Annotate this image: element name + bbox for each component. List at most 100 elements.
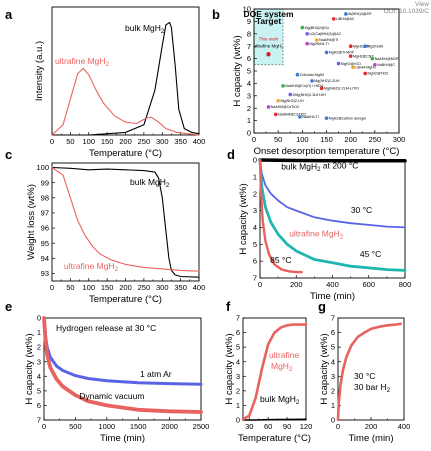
scatter-point-label-19: 2Mg(NH2)2-3LiH-KH [293, 93, 327, 97]
series-line-g-0 [336, 322, 402, 422]
scatter-point-4 [315, 38, 319, 42]
scatter-point-label-17: Mg(NH2)2-2LiH-LiTiO [324, 87, 359, 91]
panel-label-f: f [226, 299, 231, 314]
x-tick-label-e-1: 500 [69, 422, 82, 431]
y-tick-label-b-9: 9 [247, 17, 251, 26]
x-tick-label-g-2: 400 [398, 422, 411, 431]
y-tick-label-b-2: 2 [247, 104, 251, 113]
panel-label-d: d [227, 147, 235, 162]
scatter-point-24 [324, 116, 329, 120]
y-tick-label-f-3: 3 [236, 372, 240, 381]
scatter-point-15 [295, 72, 300, 77]
y-tick-label-f-7: 7 [236, 314, 240, 323]
scatter-point-label-20: Mg(NH2)2-LiH [280, 99, 304, 103]
y-tick-label-e-2: 2 [37, 343, 41, 352]
series-line-d-0 [258, 158, 407, 163]
scatter-point-1 [331, 17, 336, 21]
scatter-point-19 [288, 92, 293, 97]
plot-frame-g [337, 317, 405, 421]
annotation-f-bulk: bulk MgH2 [260, 394, 300, 406]
scatter-point-label-23: NaAlH4-Ti [302, 115, 319, 119]
y-tick-label-b-4: 4 [247, 79, 251, 88]
x-axis-label-c: Temperature (°C) [89, 294, 162, 305]
y-tick-label-g-4: 4 [331, 357, 335, 366]
x-tick-label-e-3: 1500 [130, 422, 147, 431]
scatter-point-label-0: Al(BH4)3@ZIF [348, 12, 372, 16]
y-tick-label-b-1: 1 [247, 116, 251, 125]
x-tick-label-c-1: 50 [66, 283, 74, 292]
doi-line-1: View [415, 1, 429, 8]
annotation-f-ultrafine-1: ultrafine [269, 350, 300, 360]
y-tick-label-f-2: 2 [236, 386, 240, 395]
scatter-point-label-24: MgH2@carbon aerogel [329, 116, 366, 120]
scatter-point-8 [324, 50, 329, 55]
scatter-point-7 [363, 44, 367, 48]
y-tick-label-c-3: 96 [41, 224, 49, 233]
y-tick-label-f-5: 5 [236, 343, 240, 352]
y-tick-label-c-1: 94 [41, 254, 49, 263]
y-tick-label-b-8: 8 [247, 29, 251, 38]
panel-d: 0 200 400 600 800 0 1 2 3 4 5 6 7 Time (min) H capacit… [227, 147, 411, 302]
doe-target-label-1: DOE system [243, 9, 294, 19]
x-axis-label-d: Time (min) [310, 291, 355, 302]
series-line-c-0 [51, 166, 200, 278]
panel-label-b: b [212, 7, 220, 22]
scatter-point-6 [348, 44, 353, 48]
y-tick-label-e-5: 5 [37, 386, 41, 395]
x-tick-label-c-5: 250 [138, 283, 151, 292]
scatter-point-5 [305, 41, 309, 46]
scatter-point-16 [310, 79, 314, 83]
x-tick-label-f-3: 120 [300, 422, 313, 431]
scatter-point-label-8: MgH2@Ti-MOF [329, 51, 355, 55]
series-line-f-0 [242, 418, 307, 421]
scatter-point-label-2: Mg(BH4)2@Cu [305, 26, 330, 30]
panel-a: 0 50 100 150 200 250 300 350 400 Temperature (°C)… [5, 6, 205, 159]
y-tick-label-c-4: 97 [41, 209, 49, 218]
scatter-point-12 [351, 65, 355, 70]
x-tick-label-a-3: 150 [101, 137, 114, 146]
x-tick-label-c-7: 350 [174, 283, 187, 292]
annotation-d-85c: 85 °C [270, 255, 291, 265]
y-tick-label-b-5: 5 [247, 67, 251, 76]
x-tick-label-c-6: 300 [156, 283, 169, 292]
scatter-point-label-12: LiBH4-MgH2 [355, 65, 376, 69]
x-tick-label-e-5: 2500 [193, 422, 210, 431]
annotation-e-vacuum: Dynamic vacuum [79, 391, 144, 401]
scatter-point-label-9: MgH2@CNT [353, 54, 374, 58]
series-line-f-1 [241, 323, 308, 421]
y-tick-label-g-7: 7 [331, 314, 335, 323]
series-line-e-1 [42, 316, 203, 414]
panel-g: 0 200 400 0 1 2 3 4 5 6 7 Time (min) H capacity (wt%… [318, 299, 410, 444]
scatter-point-9 [348, 54, 353, 58]
y-tick-label-e-3: 3 [37, 357, 41, 366]
scatter-point-0 [344, 12, 348, 16]
y-tick-label-g-2: 2 [331, 386, 335, 395]
y-tick-label-g-1: 1 [331, 401, 335, 410]
y-tick-label-d-2: 2 [253, 189, 257, 198]
scatter-point-label-11: MgH2@rGO [341, 62, 361, 66]
y-tick-label-g-3: 3 [331, 372, 335, 381]
y-tick-label-g-0: 0 [331, 416, 335, 425]
series-line-d-1 [259, 159, 406, 229]
series-line-a-1 [51, 67, 200, 136]
y-axis-label-g: H capacity (wt%) [319, 333, 330, 404]
scatter-point-label-22: NaAlH4@CeTiO2 [278, 113, 306, 117]
annotation-f-ultrafine-2: MgH2 [271, 361, 293, 373]
doi-watermark: View DOI: 10.1039/C [384, 1, 429, 15]
x-tick-label-d-2: 400 [326, 280, 339, 289]
x-axis-label-a: Temperature (°C) [89, 148, 162, 159]
y-tick-label-e-4: 4 [37, 372, 41, 381]
plot-frame-e [43, 317, 202, 421]
scatter-point-label-3: Li2(Ca(BH4)3)@AC [309, 32, 341, 36]
scatter-point-22 [273, 112, 278, 117]
this-work-label-1: This work [259, 37, 279, 42]
series-line-a-0 [51, 21, 200, 136]
annotation-a-ultrafine: ultrafine MgH2 [55, 56, 110, 68]
annotation-g-pressure: 30 bar H2 [354, 382, 391, 394]
x-axis-label-g: Time (min) [348, 433, 393, 444]
x-tick-label-f-2: 90 [283, 422, 291, 431]
x-tick-label-b-4: 200 [344, 135, 357, 144]
scatter-point-label-6: MgH2@Ti [353, 44, 369, 48]
series-line-d-3 [258, 158, 303, 274]
scatter-point-label-21: NaAlH4@CeTiO2 [271, 105, 299, 109]
